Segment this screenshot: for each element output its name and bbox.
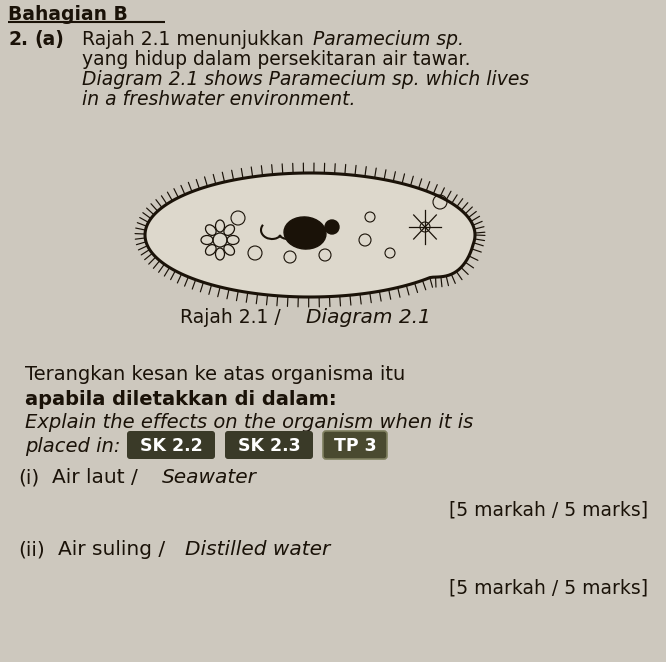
Text: Bahagian B: Bahagian B	[8, 5, 128, 24]
Text: SK 2.3: SK 2.3	[238, 437, 300, 455]
Text: [5 markah / 5 marks]: [5 markah / 5 marks]	[449, 578, 648, 597]
Text: (i): (i)	[18, 468, 39, 487]
Text: placed in:: placed in:	[25, 437, 121, 456]
Ellipse shape	[284, 217, 326, 249]
Text: Air suling /: Air suling /	[58, 540, 172, 559]
Text: Seawater: Seawater	[162, 468, 257, 487]
Text: (a): (a)	[34, 30, 64, 49]
Text: Diagram 2.1: Diagram 2.1	[306, 308, 431, 327]
Text: Paramecium sp.: Paramecium sp.	[313, 30, 464, 49]
FancyBboxPatch shape	[323, 431, 387, 459]
FancyBboxPatch shape	[127, 431, 215, 459]
Text: TP 3: TP 3	[334, 437, 376, 455]
Text: Air laut /: Air laut /	[52, 468, 144, 487]
Text: SK 2.2: SK 2.2	[140, 437, 202, 455]
Text: Explain the effects on the organism when it is: Explain the effects on the organism when…	[25, 413, 474, 432]
Text: apabila diletakkan di dalam:: apabila diletakkan di dalam:	[25, 390, 336, 409]
Text: Rajah 2.1 /: Rajah 2.1 /	[180, 308, 287, 327]
PathPatch shape	[145, 173, 475, 297]
Text: Terangkan kesan ke atas organisma itu: Terangkan kesan ke atas organisma itu	[25, 365, 405, 384]
Text: Diagram 2.1 shows Paramecium sp. which lives: Diagram 2.1 shows Paramecium sp. which l…	[82, 70, 529, 89]
Text: 2.: 2.	[8, 30, 28, 49]
Text: (ii): (ii)	[18, 540, 45, 559]
Text: Rajah 2.1 menunjukkan: Rajah 2.1 menunjukkan	[82, 30, 310, 49]
Circle shape	[325, 220, 339, 234]
Text: Distilled water: Distilled water	[185, 540, 330, 559]
Text: in a freshwater environment.: in a freshwater environment.	[82, 90, 356, 109]
Text: yang hidup dalam persekitaran air tawar.: yang hidup dalam persekitaran air tawar.	[82, 50, 470, 69]
FancyBboxPatch shape	[225, 431, 313, 459]
Text: [5 markah / 5 marks]: [5 markah / 5 marks]	[449, 500, 648, 519]
